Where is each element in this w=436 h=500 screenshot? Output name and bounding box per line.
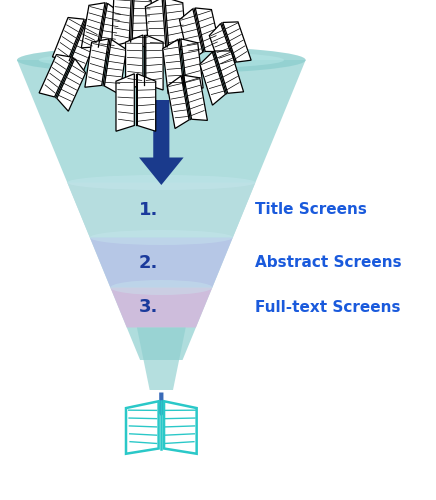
Polygon shape (215, 51, 244, 94)
Polygon shape (116, 74, 134, 131)
Polygon shape (181, 39, 203, 88)
Polygon shape (67, 182, 255, 238)
Polygon shape (112, 0, 131, 46)
Polygon shape (81, 2, 105, 48)
Polygon shape (146, 35, 163, 90)
Ellipse shape (17, 46, 306, 74)
FancyArrow shape (153, 392, 170, 416)
Text: 3.: 3. (139, 298, 158, 316)
Polygon shape (163, 39, 184, 94)
Polygon shape (70, 20, 98, 74)
Polygon shape (126, 401, 159, 454)
Polygon shape (195, 8, 221, 52)
FancyArrow shape (139, 100, 184, 185)
Polygon shape (99, 4, 121, 56)
Polygon shape (164, 401, 197, 454)
Polygon shape (180, 8, 203, 62)
Polygon shape (52, 18, 84, 60)
Polygon shape (165, 0, 186, 50)
Ellipse shape (110, 280, 212, 295)
Ellipse shape (39, 52, 284, 68)
Text: 1.: 1. (139, 201, 158, 219)
Polygon shape (110, 288, 212, 328)
Ellipse shape (67, 175, 255, 190)
Polygon shape (39, 54, 72, 97)
Polygon shape (200, 52, 225, 105)
Text: Abstract Screens: Abstract Screens (255, 255, 402, 270)
Text: Title Screens: Title Screens (255, 202, 367, 218)
Polygon shape (137, 328, 186, 390)
Polygon shape (104, 40, 126, 94)
Polygon shape (184, 75, 208, 120)
Polygon shape (85, 39, 109, 87)
Ellipse shape (90, 230, 233, 245)
Polygon shape (132, 0, 151, 48)
Polygon shape (57, 58, 85, 111)
Polygon shape (209, 24, 234, 74)
Polygon shape (137, 74, 156, 131)
Polygon shape (90, 238, 233, 288)
Polygon shape (145, 0, 166, 54)
Text: 2.: 2. (139, 254, 158, 272)
Polygon shape (126, 35, 143, 90)
Polygon shape (223, 22, 251, 62)
Text: Full-text Screens: Full-text Screens (255, 300, 400, 315)
Polygon shape (167, 76, 189, 128)
Polygon shape (17, 60, 306, 360)
